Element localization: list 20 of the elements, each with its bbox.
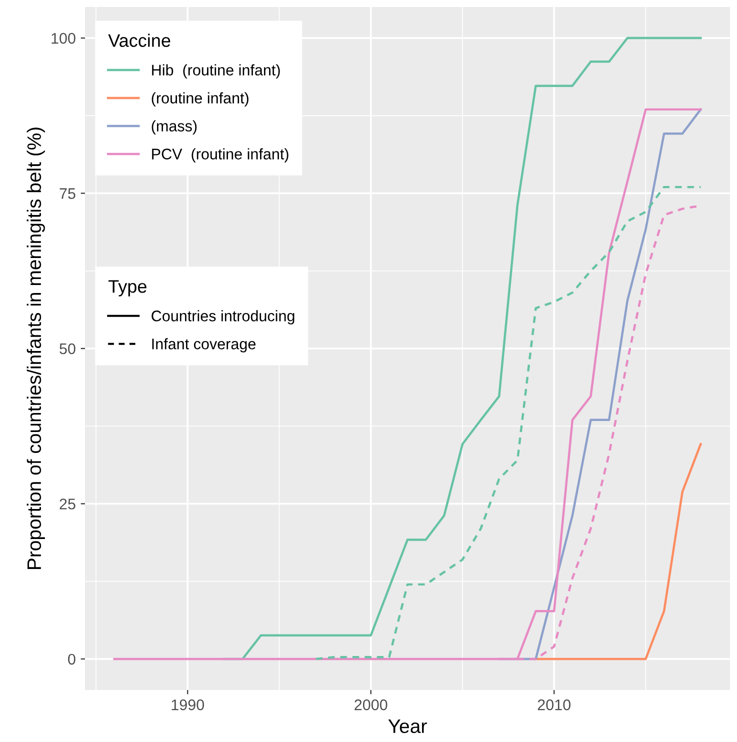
legend-label: PCV (routine infant) — [152, 148, 288, 162]
x-tick-label: 2010 — [538, 699, 570, 710]
y-axis-title: Proportion of countries/infants in meningitis belt (%) — [26, 128, 45, 569]
y-tick-label: 50 — [60, 343, 76, 354]
y-tick-label: 100 — [52, 32, 76, 44]
annotation: Infant coverage — [152, 338, 256, 352]
y-tick-label: 25 — [60, 498, 76, 510]
x-tick-label: 2000 — [354, 699, 388, 710]
line-series — [534, 443, 702, 660]
y-tick-label: 0 — [68, 654, 76, 665]
annotation: Countries introducing — [152, 310, 294, 324]
x-tick-label: 1990 — [172, 699, 204, 710]
x-axis-title: Year — [388, 720, 427, 734]
text: Type — [108, 280, 146, 296]
text: Vaccine — [108, 34, 170, 47]
legend-label: (routine infant) — [152, 92, 248, 106]
line-series — [314, 186, 702, 660]
legend-label: (mass) — [152, 120, 197, 134]
y-tick-label: 75 — [60, 188, 76, 199]
legend-label: Hib (routine infant) — [152, 64, 280, 79]
